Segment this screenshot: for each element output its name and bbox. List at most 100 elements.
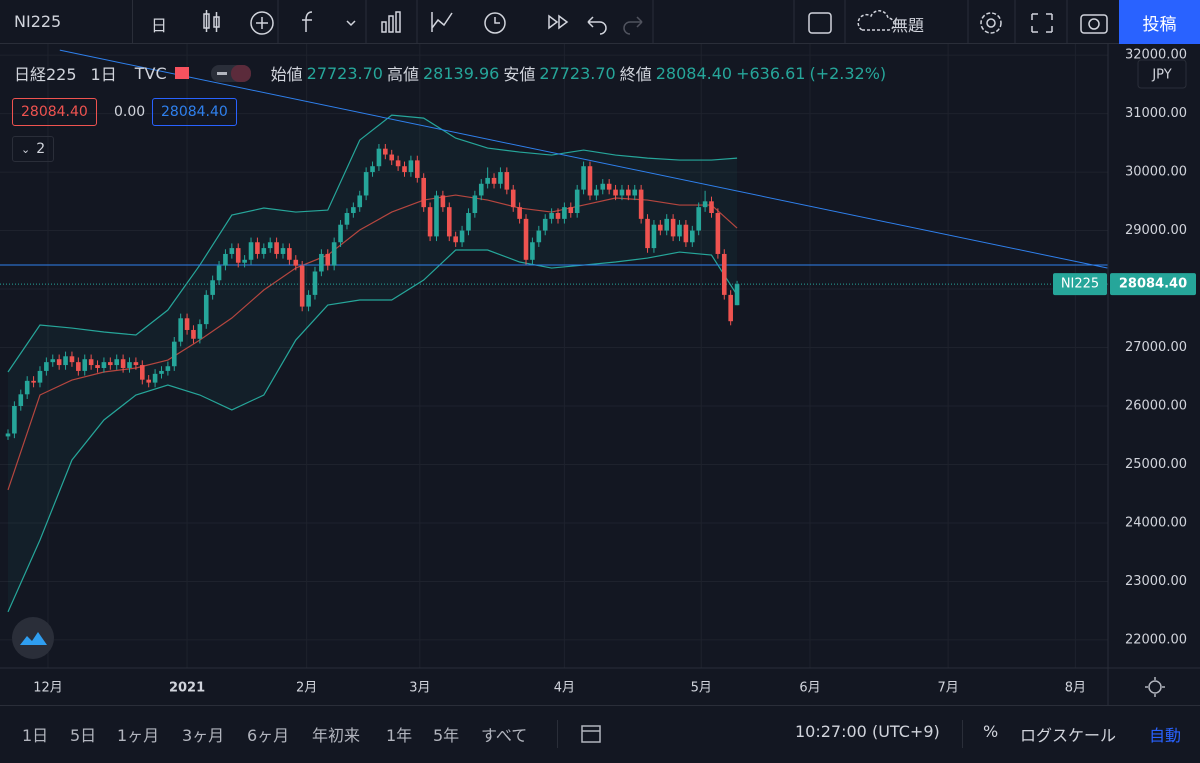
candle-body [114,359,120,366]
fx-icon[interactable] [302,11,313,32]
range-button[interactable]: 6ヶ月 [247,726,290,745]
candle-body [677,224,682,237]
candle-body [229,248,235,254]
percent-toggle[interactable]: % [983,722,999,741]
symbol-tag [1053,273,1107,296]
replay-icon[interactable] [548,14,569,30]
candle-body [574,189,580,214]
candle-body [210,280,215,295]
candle-body [319,253,324,272]
date-range-icon[interactable] [578,722,606,748]
candle-body [549,213,554,219]
auto-toggle[interactable]: 自動 [1149,726,1182,745]
candle-body [587,166,593,196]
plot-area [0,49,1108,613]
fullscreen-icon[interactable] [1031,13,1053,33]
candle-body [600,183,606,190]
settings-icon[interactable] [980,12,1002,34]
candle-body [715,213,721,254]
high-label: 高値 [386,65,419,84]
candle-body [171,341,177,367]
low-value: 27723.70 [539,63,616,83]
candle-body [402,166,407,173]
range-button[interactable]: 5年 [433,726,460,745]
logo[interactable] [12,617,54,659]
candle-body [728,294,733,322]
undo-icon[interactable] [587,16,607,35]
band-lower [7,249,738,613]
grid [0,44,1108,668]
axis-settings-icon[interactable] [1145,677,1165,697]
candle-body [440,195,446,208]
candle-body [261,248,267,254]
candle-body [197,324,203,339]
range-button[interactable]: 1年 [386,726,413,745]
price-tag [1110,273,1196,296]
candle-body [510,189,516,208]
candle-body [498,172,503,184]
lines-icon[interactable] [431,12,453,32]
layout-name[interactable]: 無題 [892,16,925,35]
candle-body [491,177,497,184]
range-button[interactable]: 1日 [22,726,49,745]
toolbar-right-icons [967,0,1108,44]
candle-body [696,207,701,231]
candle-body [581,166,586,190]
y-tick-label: 30000.00 [1125,165,1187,180]
candle-body [370,166,375,173]
x-tick-label: 7月 [937,681,958,696]
log-toggle[interactable]: ログスケール [1020,726,1117,745]
candle-body [216,265,222,281]
candle-body [31,380,36,383]
candle-body [517,207,522,219]
range-button[interactable]: 5日 [70,726,97,745]
candle-body [331,242,337,266]
layout-icon[interactable] [808,12,832,34]
candle-body [203,294,209,325]
candle-body [351,207,356,214]
buy-box[interactable]: 28084.40 [152,98,237,126]
candle-body [690,230,695,243]
y-tick-label: 29000.00 [1125,223,1187,238]
toolbar: NI225 日 無題 投稿 [0,0,1200,44]
candle-body [523,218,529,260]
range-button[interactable]: 1ヶ月 [117,726,160,745]
interval-button[interactable]: 日 [151,16,168,35]
candle-body [427,207,433,237]
redo-icon[interactable] [623,16,643,35]
symbol-name: 日経225 [14,65,77,84]
symbol-search[interactable]: NI225 [14,12,62,31]
change: +636.61 [736,63,806,83]
trend-line [59,49,1108,269]
range-button[interactable]: 3ヶ月 [182,726,225,745]
candle-body [357,195,363,208]
publish-button[interactable]: 投稿 [1119,0,1200,44]
range-button[interactable]: すべて [481,726,528,745]
candle-body [408,160,414,173]
y-tick-label: 25000.00 [1125,457,1187,472]
add-indicator-icon[interactable] [250,11,274,35]
candle-body [82,359,88,371]
candle-body [562,207,567,219]
range-button[interactable]: 年初来 [312,726,361,745]
candle-body [530,242,535,260]
x-tick-label: 2月 [296,681,317,696]
x-tick-label: 3月 [409,681,430,696]
currency-box[interactable] [1137,59,1187,89]
snapshot-icon[interactable] [1080,14,1108,34]
candle-body [683,224,689,243]
sell-box[interactable]: 28084.40 [12,98,97,126]
bars-icon[interactable] [381,21,387,33]
candle-body [478,183,484,196]
candle-body [44,362,49,371]
candle-body [702,201,708,208]
candle-body [287,248,292,260]
close-value: 28084.40 [655,63,733,83]
candle-body [127,362,132,368]
alert-icon[interactable] [484,12,506,34]
candle-body [242,259,247,263]
candle-body [606,183,612,190]
indicator-toggle[interactable]: ⌄ 2 [12,136,55,162]
clock[interactable]: 10:27:00 (UTC+9) [795,722,940,741]
cloud-icon [857,10,895,31]
